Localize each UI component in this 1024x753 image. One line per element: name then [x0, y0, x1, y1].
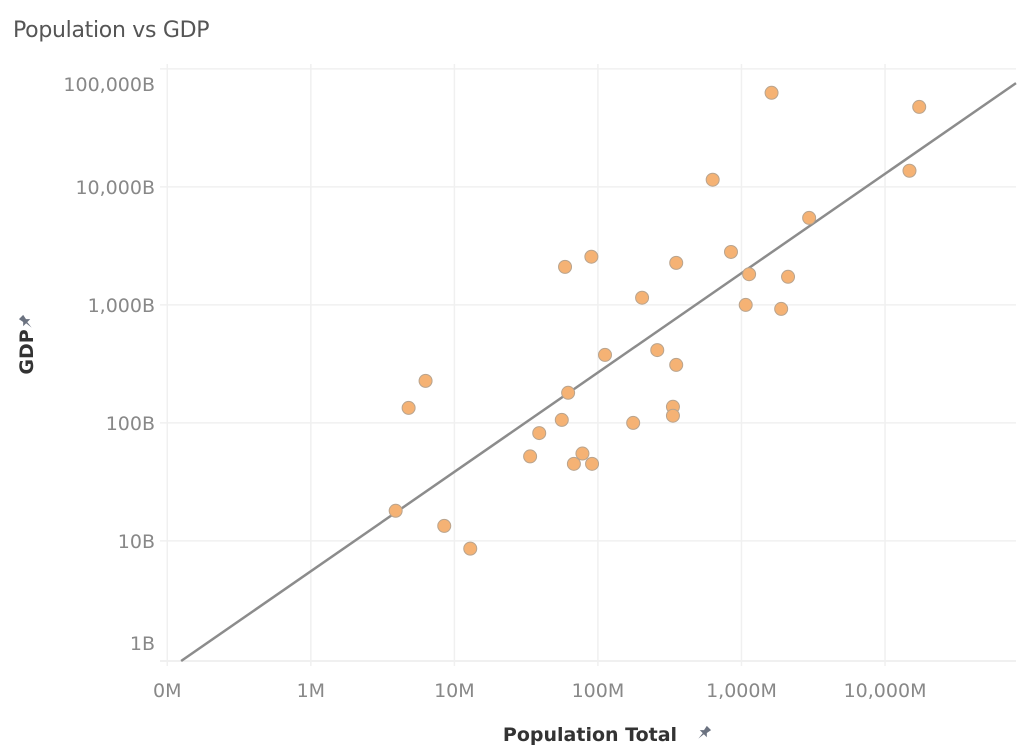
- data-point[interactable]: [912, 99, 927, 114]
- data-point[interactable]: [781, 269, 796, 284]
- data-point[interactable]: [738, 297, 753, 312]
- data-point[interactable]: [523, 449, 538, 464]
- data-point[interactable]: [669, 357, 684, 372]
- data-point[interactable]: [802, 210, 817, 225]
- y-tick-label: 1B: [130, 633, 155, 655]
- y-axis-ticks: 1B 10B 100B 1,000B 10,000B 100,000B: [63, 74, 155, 655]
- gridlines: [160, 64, 1016, 666]
- data-point[interactable]: [532, 426, 547, 441]
- trend-line-group: [180, 82, 1017, 663]
- data-point[interactable]: [388, 503, 403, 518]
- x-tick-label: 10,000M: [844, 680, 927, 702]
- data-point[interactable]: [705, 172, 720, 187]
- data-point[interactable]: [774, 301, 789, 316]
- data-point[interactable]: [723, 244, 738, 259]
- data-point[interactable]: [902, 163, 917, 178]
- y-tick-label: 1,000B: [88, 295, 155, 317]
- data-point[interactable]: [635, 290, 650, 305]
- data-point[interactable]: [626, 415, 641, 430]
- x-tick-label: 10M: [434, 680, 475, 702]
- data-point[interactable]: [566, 456, 581, 471]
- data-point[interactable]: [558, 259, 573, 274]
- data-point[interactable]: [584, 249, 599, 264]
- x-tick-label: 1,000M: [706, 680, 777, 702]
- points-group: [388, 85, 927, 556]
- data-point[interactable]: [554, 412, 569, 427]
- data-point[interactable]: [597, 347, 612, 362]
- y-tick-label: 100B: [106, 413, 155, 435]
- data-point[interactable]: [437, 518, 452, 533]
- data-point[interactable]: [764, 85, 779, 100]
- data-point[interactable]: [575, 446, 590, 461]
- data-point[interactable]: [650, 343, 665, 358]
- trend-line: [180, 82, 1017, 663]
- y-tick-label: 10,000B: [75, 177, 155, 199]
- data-point[interactable]: [561, 385, 576, 400]
- x-axis-ticks: 0M 1M 10M 100M 1,000M 10,000M: [153, 680, 926, 702]
- data-point[interactable]: [742, 267, 757, 282]
- x-axis-pin-icon[interactable]: [695, 725, 713, 743]
- data-point[interactable]: [669, 255, 684, 270]
- y-axis-title: GDP: [16, 329, 38, 374]
- y-tick-label: 100,000B: [63, 74, 155, 96]
- chart-title: Population vs GDP: [13, 18, 210, 43]
- data-point[interactable]: [665, 408, 680, 423]
- x-tick-label: 1M: [297, 680, 325, 702]
- y-axis-pin-icon[interactable]: [18, 314, 36, 332]
- data-point[interactable]: [401, 400, 416, 415]
- data-point[interactable]: [418, 373, 433, 388]
- x-tick-label: 100M: [572, 680, 625, 702]
- x-axis-title: Population Total: [503, 724, 677, 746]
- x-tick-label: 0M: [153, 680, 181, 702]
- data-point[interactable]: [585, 456, 600, 471]
- y-tick-label: 10B: [118, 531, 155, 553]
- data-point[interactable]: [463, 541, 478, 556]
